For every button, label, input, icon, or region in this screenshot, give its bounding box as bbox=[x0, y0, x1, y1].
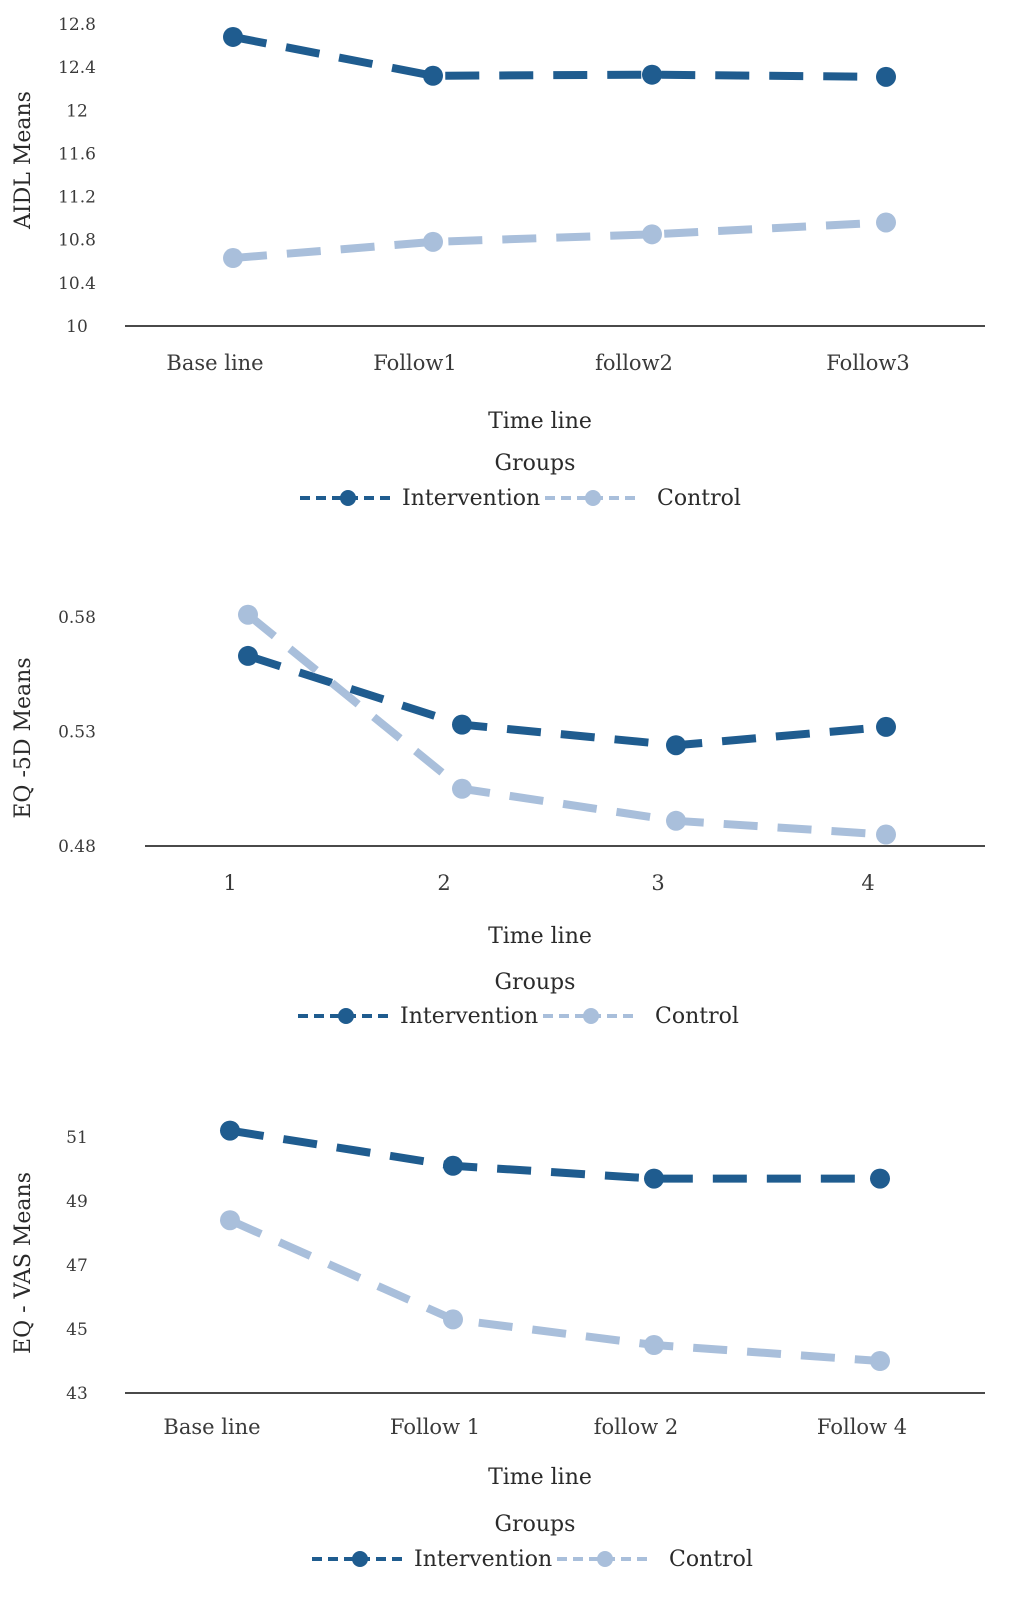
chart-3: 43 45 47 49 51 Base line Follow 1 follow 2 Follo… bbox=[11, 1120, 985, 1572]
data-point bbox=[443, 1309, 463, 1330]
series-control bbox=[220, 1210, 890, 1371]
legend: Groups Intervention Control bbox=[300, 451, 741, 511]
series-intervention bbox=[223, 26, 896, 87]
x-tick-label: Follow 4 bbox=[817, 1415, 907, 1439]
legend-marker bbox=[585, 490, 601, 506]
data-point bbox=[223, 26, 243, 47]
y-tick-label: 45 bbox=[66, 1320, 88, 1340]
x-tick-label: 4 bbox=[861, 871, 874, 895]
x-tick-label: follow 2 bbox=[594, 1415, 679, 1439]
series-intervention bbox=[220, 1120, 890, 1189]
x-tick-label: follow2 bbox=[595, 351, 673, 375]
chart-1: 10 10.4 10.8 11.2 11.6 12 12.4 12.8 Base line Fol… bbox=[11, 15, 985, 511]
series-line bbox=[229, 1126, 880, 1183]
y-tick-label: 12 bbox=[66, 101, 88, 121]
series-line bbox=[232, 33, 887, 81]
x-tick-label: Follow1 bbox=[373, 351, 456, 375]
y-tick-label: 43 bbox=[66, 1384, 88, 1404]
legend-item-intervention: Intervention bbox=[300, 486, 540, 511]
x-axis-title: Time line bbox=[488, 924, 592, 949]
x-tick-label: Follow 1 bbox=[390, 1415, 480, 1439]
data-point bbox=[870, 1168, 890, 1189]
legend-label: Intervention bbox=[402, 486, 540, 511]
legend-item-intervention: Intervention bbox=[298, 1004, 538, 1029]
x-tick-label: 2 bbox=[437, 871, 450, 895]
legend-title: Groups bbox=[495, 451, 576, 476]
legend-item-control: Control bbox=[557, 1547, 753, 1572]
legend-title: Groups bbox=[495, 970, 576, 995]
y-tick-label: 12.4 bbox=[58, 58, 96, 78]
legend-label: Intervention bbox=[400, 1004, 538, 1029]
data-point bbox=[644, 1168, 664, 1189]
data-point bbox=[644, 1335, 664, 1355]
legend-title: Groups bbox=[495, 1512, 576, 1537]
y-tick-label: 51 bbox=[66, 1128, 88, 1148]
y-axis-title: EQ -5D Means bbox=[11, 657, 36, 818]
data-point bbox=[443, 1155, 463, 1176]
legend-marker bbox=[338, 1008, 354, 1024]
y-axis-title: EQ - VAS Means bbox=[11, 1172, 36, 1354]
x-tick-label: Follow3 bbox=[826, 351, 909, 375]
data-point bbox=[666, 735, 686, 756]
legend-marker bbox=[340, 490, 356, 506]
data-point bbox=[223, 248, 243, 269]
y-tick-label: 10.4 bbox=[58, 274, 96, 294]
series-line bbox=[232, 218, 887, 263]
legend-marker bbox=[583, 1008, 599, 1024]
data-point bbox=[876, 212, 896, 233]
data-point bbox=[238, 604, 258, 625]
chart-2: 0.48 0.53 0.58 1 2 3 4 Time line EQ -5D Means Gro… bbox=[11, 604, 985, 1029]
legend-item-control: Control bbox=[543, 1004, 739, 1029]
y-tick-label: 0.48 bbox=[58, 837, 96, 857]
data-point bbox=[642, 224, 662, 245]
y-axis-title: AIDL Means bbox=[11, 91, 36, 230]
data-point bbox=[423, 65, 443, 86]
legend-marker bbox=[597, 1551, 613, 1567]
x-axis-title: Time line bbox=[488, 1465, 592, 1490]
data-point bbox=[220, 1120, 240, 1141]
y-tick-label: 10 bbox=[66, 317, 88, 337]
legend-label: Control bbox=[657, 486, 741, 511]
data-point bbox=[870, 1351, 890, 1371]
y-tick-label: 10.8 bbox=[58, 231, 96, 251]
legend-item-control: Control bbox=[545, 486, 741, 511]
legend-marker bbox=[352, 1551, 368, 1567]
y-tick-label: 0.58 bbox=[58, 608, 96, 628]
legend-item-intervention: Intervention bbox=[312, 1547, 552, 1572]
series-line bbox=[228, 1216, 881, 1365]
data-point bbox=[452, 778, 472, 799]
y-tick-label: 0.53 bbox=[58, 723, 96, 743]
data-point bbox=[642, 64, 662, 85]
legend-label: Control bbox=[669, 1547, 753, 1572]
legend-label: Intervention bbox=[414, 1547, 552, 1572]
y-tick-label: 11.2 bbox=[58, 188, 96, 208]
legend: Groups Intervention Control bbox=[298, 970, 739, 1029]
series-line bbox=[245, 611, 887, 839]
x-tick-label: Base line bbox=[166, 351, 263, 375]
series-control bbox=[223, 212, 896, 269]
data-point bbox=[220, 1210, 240, 1231]
data-point bbox=[452, 714, 472, 735]
legend-label: Control bbox=[655, 1004, 739, 1029]
x-tick-label: 1 bbox=[223, 871, 236, 895]
y-tick-label: 12.8 bbox=[58, 15, 96, 35]
series-intervention bbox=[238, 645, 896, 756]
data-point bbox=[876, 716, 896, 737]
data-point bbox=[876, 824, 896, 845]
data-point bbox=[423, 231, 443, 252]
y-tick-label: 11.6 bbox=[58, 144, 96, 164]
data-point bbox=[666, 810, 686, 831]
y-tick-label: 47 bbox=[66, 1256, 88, 1276]
series-line bbox=[246, 652, 887, 750]
data-point bbox=[876, 66, 896, 87]
y-tick-label: 49 bbox=[66, 1192, 88, 1212]
x-axis-title: Time line bbox=[488, 409, 592, 434]
data-point bbox=[238, 645, 258, 666]
x-tick-label: 3 bbox=[651, 871, 664, 895]
x-tick-label: Base line bbox=[163, 1415, 260, 1439]
legend: Groups Intervention Control bbox=[312, 1512, 753, 1572]
series-control bbox=[238, 604, 896, 845]
